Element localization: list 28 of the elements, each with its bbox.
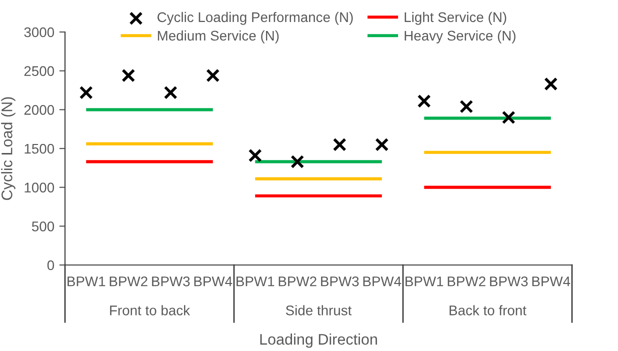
y-tick-label: 2000	[24, 105, 54, 115]
text: Side thrust	[286, 305, 352, 316]
y-tick-label: 1500	[24, 144, 54, 154]
legend-label: Cyclic Loading Performance (N)	[158, 12, 353, 25]
x-tick-label: BPW2	[110, 276, 148, 286]
x-tick-label: BPW1	[406, 276, 444, 286]
y-tick-label: 3000	[24, 27, 54, 38]
legend-label: Light Service (N)	[404, 12, 506, 25]
x-tick-label: BPW4	[194, 276, 232, 286]
x-tick-label: BPW4	[363, 276, 402, 286]
x-axis-title: Loading Direction	[260, 334, 377, 348]
y-tick-label: 500	[32, 222, 54, 232]
text: Back to front	[450, 305, 526, 316]
x-tick-label: BPW4	[532, 276, 570, 286]
legend-label: Heavy Service (N)	[404, 30, 516, 44]
y-tick-label: 0	[47, 260, 54, 270]
y-tick-label: 2500	[24, 66, 54, 76]
x-tick-label: BPW3	[490, 276, 528, 286]
y-tick-label: 1000	[24, 182, 54, 193]
legend-label: Medium Service (N)	[158, 30, 279, 44]
x-tick-label: BPW2	[278, 276, 316, 286]
x-tick-label: BPW2	[448, 276, 486, 286]
y-axis-title: Cyclic Load (N)	[1, 97, 16, 200]
text: Front to back	[110, 305, 190, 316]
x-tick-label: BPW3	[321, 276, 359, 286]
x-tick-label: BPW1	[236, 276, 274, 286]
x-tick-label: BPW3	[152, 276, 190, 286]
x-tick-label: BPW1	[68, 276, 106, 286]
